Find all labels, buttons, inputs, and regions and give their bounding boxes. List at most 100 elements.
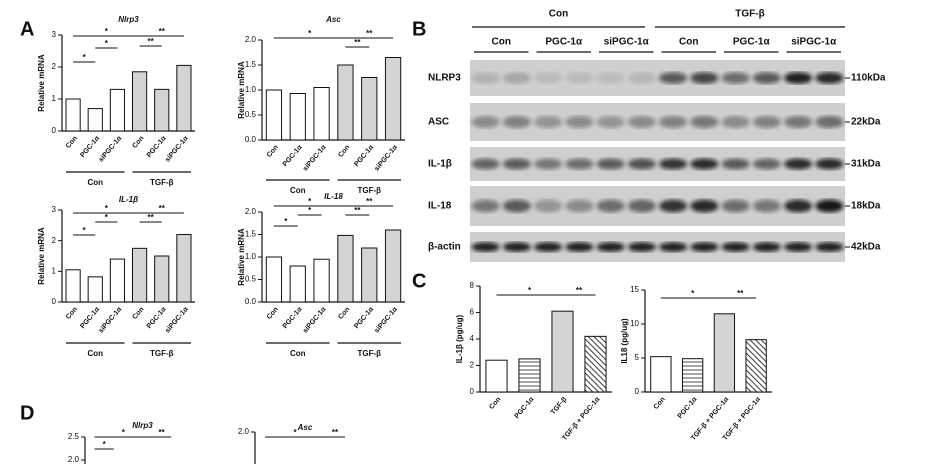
y-axis-label: Relative mRNA <box>237 228 246 286</box>
blot-size-label: 31kDa <box>851 159 881 170</box>
bar <box>745 339 767 393</box>
y-tick-label: 2 <box>52 62 57 71</box>
blot-band <box>784 242 813 252</box>
bar <box>87 108 103 132</box>
bar <box>384 57 402 141</box>
blot-lane-label: Con <box>492 37 511 48</box>
y-tick-label: 0.0 <box>245 135 257 144</box>
significance-label: ** <box>159 204 166 213</box>
blot-row-label: β-actin <box>428 242 461 253</box>
panel-label: A <box>20 18 34 40</box>
x-tick-label: Con <box>65 306 79 321</box>
x-tick-label: siPGC-1α <box>373 305 399 334</box>
blot-band <box>534 199 563 213</box>
y-tick-label: 2.0 <box>68 455 80 464</box>
panel-label: C <box>412 270 426 292</box>
chart-title: Nlrp3 <box>132 421 153 430</box>
blot-band <box>471 72 500 84</box>
x-tick-label: siPGC-1α <box>164 134 190 163</box>
blot-band <box>784 72 813 84</box>
y-tick-label: 8 <box>470 281 475 290</box>
bar <box>87 276 103 303</box>
group-label: TGF-β <box>357 349 381 358</box>
bar <box>154 88 170 132</box>
x-tick-label: PGC-1α <box>282 143 304 168</box>
chart-title: IL-18 <box>324 192 343 201</box>
significance-label: * <box>691 289 695 298</box>
y-axis-label: Relative mRNA <box>37 54 46 112</box>
significance-label: * <box>105 27 109 36</box>
bar <box>650 356 672 393</box>
blot-band <box>502 199 531 213</box>
significance-label: ** <box>148 213 155 222</box>
bar <box>289 93 306 141</box>
blot-band <box>721 242 750 252</box>
blot-band <box>502 242 531 252</box>
significance-label: ** <box>737 289 744 298</box>
blot-group-label: Con <box>549 9 568 20</box>
blot-band <box>565 115 594 129</box>
bar <box>65 269 81 303</box>
blot-size-label: 42kDa <box>851 242 881 253</box>
blot-band <box>471 115 500 129</box>
chart-title: Asc <box>325 15 341 24</box>
blot-row-label: IL-1β <box>428 159 452 170</box>
bar <box>337 64 354 141</box>
x-tick-label: PGC-1α <box>146 305 168 330</box>
blot-band <box>565 242 594 252</box>
y-tick-label: 1 <box>52 266 57 275</box>
significance-label: * <box>83 226 87 235</box>
blot-band <box>534 115 563 129</box>
x-tick-label: TGF-β + PGC-1α <box>561 395 602 442</box>
significance-label: * <box>83 53 87 62</box>
bar <box>131 247 148 303</box>
x-tick-label: PGC-1α <box>353 305 375 330</box>
blot-band <box>627 158 656 170</box>
significance-label: * <box>308 206 312 215</box>
blot-band <box>659 242 688 252</box>
blot-strip <box>470 103 845 141</box>
bar <box>176 234 192 303</box>
blot-band <box>752 199 781 213</box>
bar <box>584 335 607 393</box>
x-tick-label: PGC-1α <box>79 134 101 159</box>
panel-label: D <box>20 402 34 424</box>
blot-band <box>690 242 719 252</box>
y-tick-label: 2.0 <box>245 207 257 216</box>
x-tick-label: PGC-1α <box>146 134 168 159</box>
blot-band <box>596 199 625 213</box>
y-tick-label: 6 <box>470 308 475 317</box>
bar <box>154 255 170 303</box>
blot-band <box>596 158 625 170</box>
x-tick-label: PGC-1α <box>353 143 375 168</box>
y-tick-label: 2.5 <box>68 432 80 441</box>
significance-label: ** <box>576 286 583 295</box>
blot-size-label: 18kDa <box>851 201 881 212</box>
y-axis-label: Relative mRNA <box>237 61 246 119</box>
blot-band <box>815 72 844 84</box>
blot-band <box>690 158 719 170</box>
blot-band <box>502 158 531 170</box>
y-tick-label: 15 <box>630 285 639 294</box>
bar <box>109 258 126 303</box>
blot-band <box>659 115 688 129</box>
blot-band <box>534 158 563 170</box>
blot-band <box>690 115 719 129</box>
blot-strip <box>470 186 845 226</box>
group-label: TGF-β <box>357 186 381 195</box>
significance-label: * <box>103 440 107 449</box>
x-tick-label: Con <box>337 144 351 159</box>
x-tick-label: Con <box>266 144 280 159</box>
y-tick-label: 3 <box>52 30 57 39</box>
y-tick-label: 3 <box>52 205 57 214</box>
blot-band <box>627 199 656 213</box>
significance-label: ** <box>366 197 373 206</box>
significance-label: ** <box>159 27 166 36</box>
bar <box>337 234 354 303</box>
bar <box>361 247 378 303</box>
x-tick-label: siPGC-1α <box>98 305 124 334</box>
blot-band <box>659 72 688 84</box>
bar <box>384 229 402 303</box>
y-tick-label: 4 <box>470 334 475 343</box>
y-tick-label: 0 <box>52 297 57 306</box>
